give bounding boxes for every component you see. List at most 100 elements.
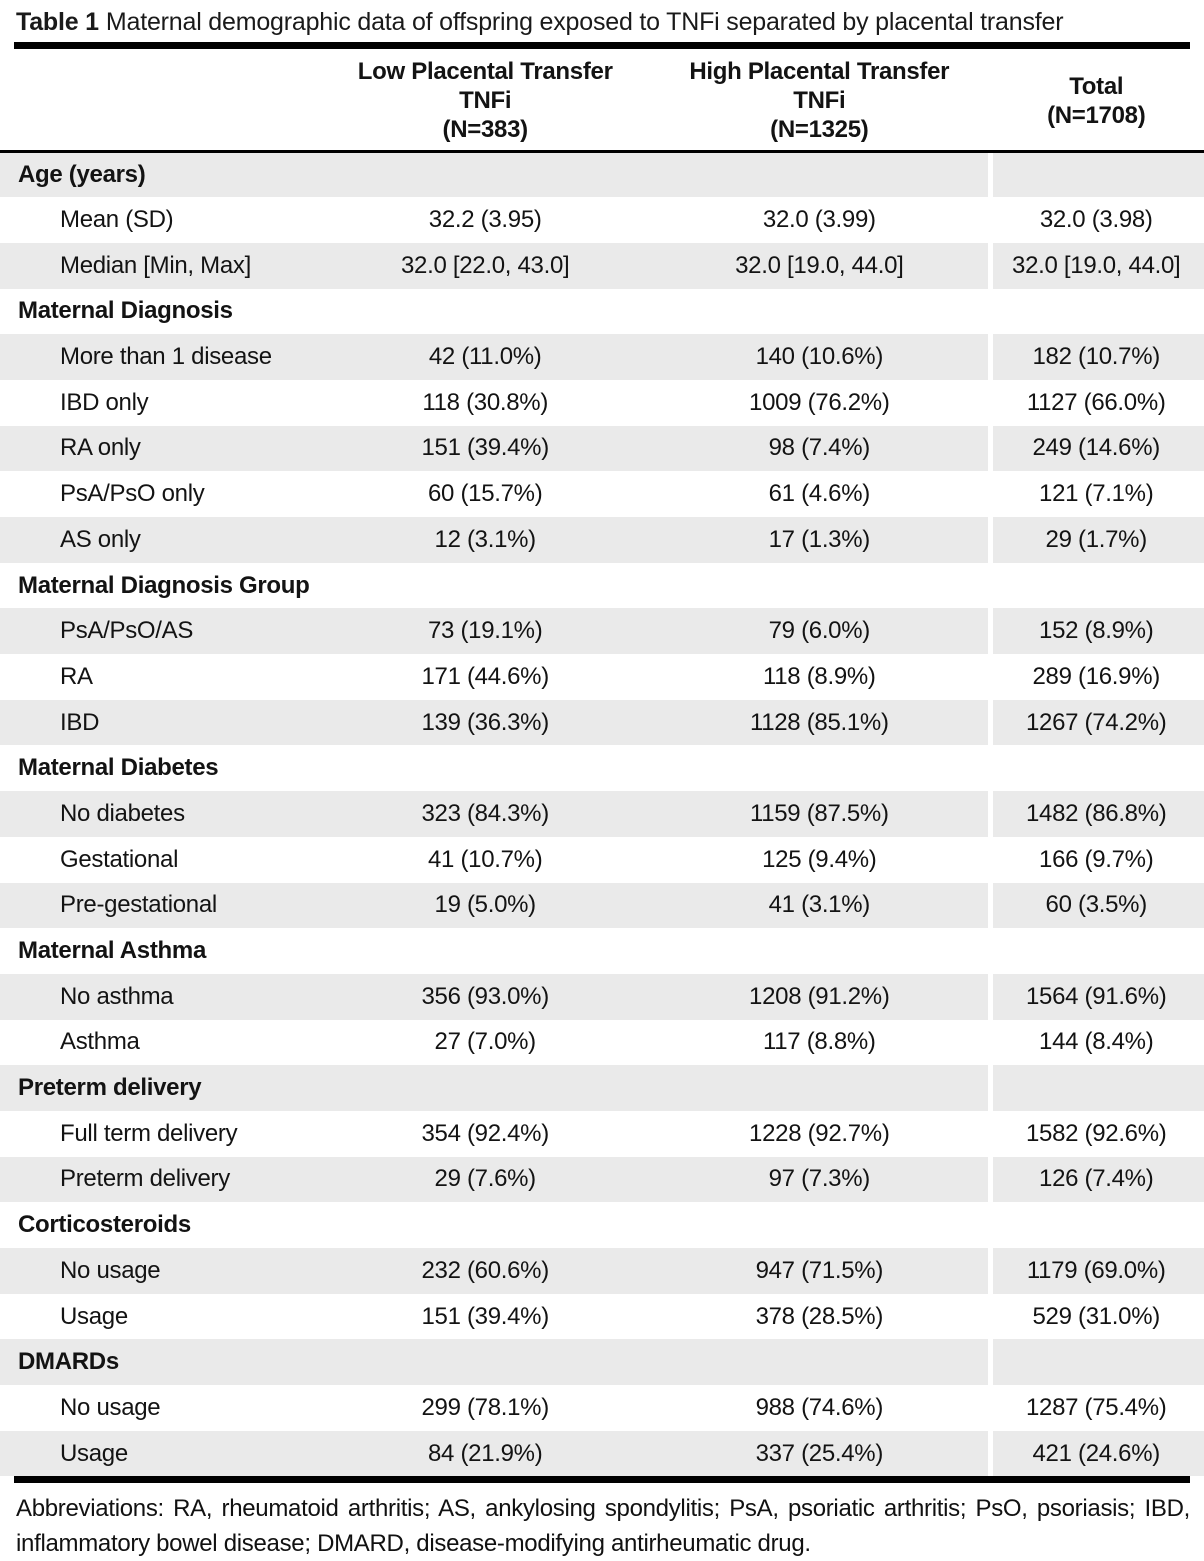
value-cell: 151 (39.4%) [421,434,549,462]
value-cell [320,1202,650,1248]
value-cell [650,745,988,791]
value-cell: 171 (44.6%) [421,662,549,690]
value-cell: 98 (7.4%) [768,434,871,462]
table-header: Low Placental Transfer TNFi (N=383) High P… [0,49,1204,153]
table-row: Full term delivery 354 (92.4%) 1228 (92.7%… [0,1110,1204,1157]
value-cell [988,745,1204,792]
column-header-low-transfer: Low Placental Transfer TNFi (N=383) [320,49,651,153]
value-cell [320,928,650,974]
value-cell: 17 (1.3%) [768,525,871,553]
row-label: No asthma [60,982,174,1010]
value-cell [320,745,650,791]
value-cell [988,1065,1204,1111]
row-label: RA [60,662,93,690]
value-cell: 182 (10.7%) [988,334,1204,380]
value-cell: 1208 (91.2%) [749,982,890,1010]
row-label: IBD only [60,388,149,416]
value-cell [988,928,1204,974]
row-label: Mean (SD) [60,206,174,234]
row-label: More than 1 disease [60,343,272,371]
table-row: Preterm delivery 29 (7.6%) 97 (7.3%) 126 (7… [0,1156,1204,1203]
row-label: Pre-gestational [60,891,217,919]
table-row: Mean (SD) 32.2 (3.95) 32.0 (3.99) 32.0 (3.9… [0,197,1204,243]
table-row: No usage 299 (78.1%) 988 (74.6%) 1287 (75.4… [0,1385,1204,1431]
header-line: Total [1069,72,1124,100]
row-label: Gestational [60,845,179,873]
value-cell: 1267 (74.2%) [988,699,1204,746]
table-row: Pre-gestational 19 (5.0%) 41 (3.1%) 60 (3.5… [0,882,1204,929]
value-cell: 166 (9.7%) [988,836,1204,883]
table-row: RA 171 (44.6%) 118 (8.9%) 289 (16.9%) [0,654,1204,700]
value-cell: 97 (7.3%) [768,1165,871,1193]
value-cell: 1128 (85.1%) [749,708,889,736]
value-cell: 1179 (69.0%) [988,1248,1204,1294]
value-cell [320,152,650,198]
header-line: (N=1708) [1047,101,1146,129]
row-label: Preterm delivery [60,1165,230,1193]
row-label: Usage [60,1439,128,1467]
value-cell: 32.0 [19.0, 44.0] [988,242,1204,289]
row-label: Full term delivery [60,1119,238,1147]
footnote-line-2: inflammatory bowel disease; DMARD, disea… [16,1530,811,1558]
value-cell: 126 (7.4%) [988,1156,1204,1203]
header-line: (N=383) [442,116,529,143]
value-cell [650,152,988,198]
section-label: Maternal Diabetes [18,754,219,782]
row-label: PsA/PsO only [60,480,205,508]
value-cell: 125 (9.4%) [762,845,877,873]
value-cell: 947 (71.5%) [755,1256,884,1284]
value-cell: 41 (3.1%) [768,891,871,919]
value-cell: 1287 (75.4%) [988,1385,1204,1431]
value-cell: 249 (14.6%) [988,425,1204,472]
demographics-table: Low Placental Transfer TNFi (N=383) High P… [0,49,1204,1477]
section-label: Age (years) [18,161,146,189]
bottom-rule [14,1476,1190,1484]
value-cell [320,1339,650,1385]
value-cell: 29 (7.6%) [434,1165,537,1193]
value-cell: 60 (15.7%) [427,480,543,508]
header-row: Low Placental Transfer TNFi (N=383) High P… [0,49,1204,153]
section-label: Maternal Diagnosis [18,297,233,325]
table-body: Age (years) Mean (SD) 32.2 (3.95) 32.0 (3.9… [0,151,1204,1477]
section-label: DMARDs [18,1348,119,1376]
top-rule [14,42,1190,49]
value-cell [320,289,650,335]
value-cell: 19 (5.0%) [434,891,537,919]
table-row: RA only 151 (39.4%) 98 (7.4%) 249 (14.6%) [0,425,1204,472]
value-cell: 337 (25.4%) [755,1439,884,1467]
table-row: IBD only 118 (30.8%) 1009 (76.2%) 1127 (66.… [0,379,1204,426]
value-cell: 118 (8.9%) [762,662,876,690]
value-cell: 323 (84.3%) [421,799,549,827]
table-row: Gestational 41 (10.7%) 125 (9.4%) 166 (9.7%… [0,836,1204,883]
value-cell: 378 (28.5%) [755,1302,884,1330]
table-row: Usage 84 (21.9%) 337 (25.4%) 421 (24.6%) [0,1430,1204,1477]
value-cell: 152 (8.9%) [988,608,1204,655]
value-cell: 232 (60.6%) [421,1256,549,1284]
row-label: No usage [60,1256,161,1284]
section-label: Maternal Asthma [18,937,206,965]
row-label: AS only [60,525,141,553]
section-row: Maternal Diabetes [0,745,1204,792]
value-cell: 1009 (76.2%) [749,388,890,416]
value-cell: 1228 (92.7%) [749,1119,890,1147]
table-row: Asthma 27 (7.0%) 117 (8.8%) 144 (8.4%) [0,1019,1204,1066]
value-cell [650,1065,988,1111]
value-cell: 421 (24.6%) [988,1430,1204,1477]
row-label: Median [Min, Max] [60,251,251,279]
row-label: RA only [60,434,141,462]
value-cell: 121 (7.1%) [988,471,1204,517]
value-cell [988,1339,1204,1386]
table-title: Table 1 Maternal demographic data of offs… [16,6,1190,38]
value-cell: 299 (78.1%) [421,1393,549,1421]
section-row: Maternal Diagnosis Group [0,562,1204,609]
row-label: Asthma [60,1028,140,1056]
value-cell: 354 (92.4%) [421,1119,549,1147]
row-label: No usage [60,1393,161,1421]
abbreviations-footnote: Abbreviations: RA, rheumatoid arthritis;… [16,1491,1190,1561]
table-row: IBD 139 (36.3%) 1128 (85.1%) 1267 (74.2%) [0,699,1204,746]
value-cell [320,563,650,609]
value-cell [988,1202,1204,1248]
table-row: More than 1 disease 42 (11.0%) 140 (10.6%)… [0,334,1204,380]
value-cell [988,288,1204,335]
value-cell: 139 (36.3%) [421,708,549,736]
